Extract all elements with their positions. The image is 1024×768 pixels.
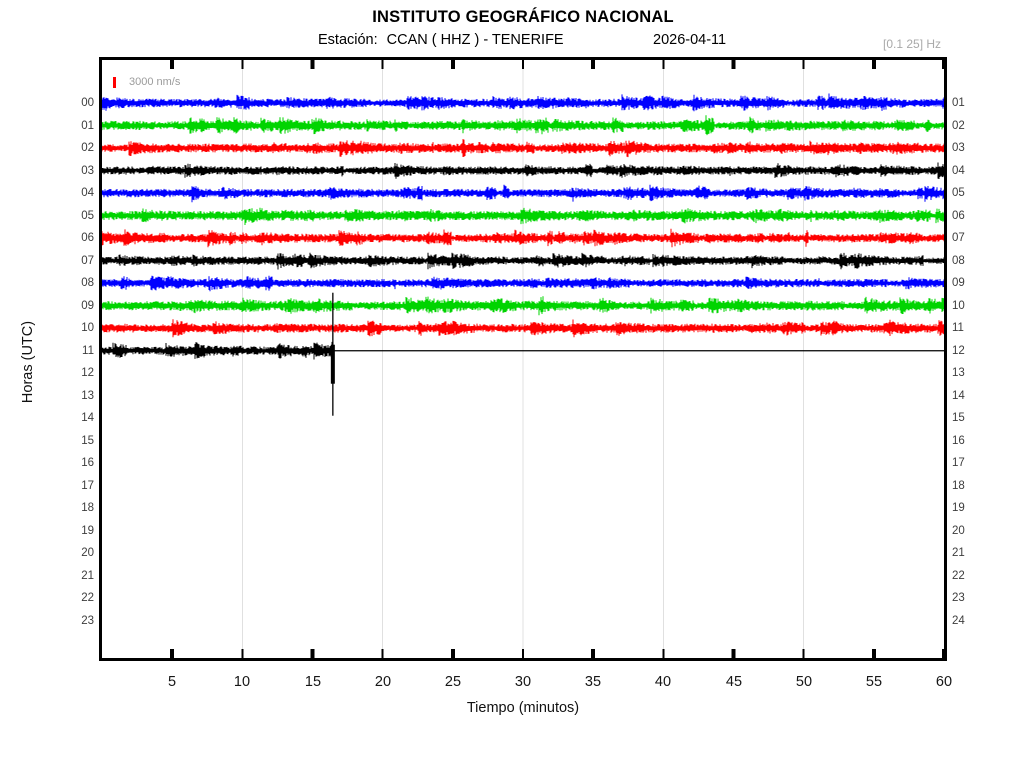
hour-label-left-04: 04 [81, 187, 94, 199]
amplitude-scale-legend: 3000 nm/s [113, 76, 180, 88]
axis-tick-minute-35 [591, 649, 596, 658]
axis-tick-minute-20 [381, 649, 384, 658]
x-tick-label-40: 40 [654, 674, 672, 690]
x-tick-label-45: 45 [725, 674, 743, 690]
x-tick-label-60: 60 [935, 674, 953, 690]
hour-label-right-08: 08 [952, 255, 965, 267]
hour-label-left-03: 03 [81, 165, 94, 177]
filter-band-label: [0.1 25] Hz [883, 37, 942, 51]
hour-label-left-11: 11 [82, 345, 94, 357]
estacion-label: Estación: [318, 32, 378, 48]
hour-label-right-24: 24 [952, 615, 965, 627]
hour-label-left-21: 21 [81, 570, 94, 582]
axis-tick-minute-40 [662, 649, 665, 658]
x-tick-label-15: 15 [304, 674, 322, 690]
hour-label-left-22: 22 [81, 592, 94, 604]
hour-label-right-05: 05 [952, 187, 965, 199]
trace-hour-05 [102, 207, 944, 225]
hour-label-left-09: 09 [81, 300, 94, 312]
axis-tick-minute-30 [522, 649, 524, 658]
hour-label-left-10: 10 [81, 322, 94, 334]
date-label: 2026-04-11 [653, 32, 727, 48]
hour-label-left-06: 06 [81, 232, 94, 244]
hour-label-left-16: 16 [81, 457, 94, 469]
station-subtitle: Estación: CCAN ( HHZ ) - TENERIFE [318, 32, 564, 48]
axis-tick-minute-15 [310, 649, 315, 658]
hour-label-right-19: 19 [952, 502, 965, 514]
axis-tick-minute-5 [170, 649, 175, 658]
axis-tick-minute-30 [522, 60, 524, 69]
y-axis-title: Horas (UTC) [20, 320, 36, 404]
hour-label-right-20: 20 [952, 525, 965, 537]
x-axis-title: Tiempo (minutos) [466, 700, 580, 716]
scale-bar-icon [113, 76, 116, 88]
hour-label-left-23: 23 [81, 615, 94, 627]
page-title: INSTITUTO GEOGRÁFICO NACIONAL [372, 8, 674, 26]
station-name: CCAN ( HHZ ) - TENERIFE [386, 32, 564, 48]
x-tick-label-25: 25 [444, 674, 462, 690]
axis-tick-minute-25 [450, 649, 455, 658]
hour-label-left-14: 14 [81, 412, 94, 424]
hour-label-right-12: 12 [952, 345, 965, 357]
axis-tick-minute-55 [871, 60, 876, 69]
hour-label-right-03: 03 [952, 142, 965, 154]
axis-tick-minute-15 [310, 60, 315, 69]
hour-label-left-15: 15 [81, 435, 94, 447]
hour-label-left-13: 13 [81, 390, 94, 402]
hour-label-right-13: 13 [952, 367, 965, 379]
seismogram-traces [102, 60, 944, 658]
axis-tick-minute-10 [241, 60, 244, 69]
hour-label-left-00: 00 [81, 97, 94, 109]
axis-tick-minute-5 [170, 60, 175, 69]
hour-label-right-01: 01 [952, 97, 965, 109]
axis-tick-minute-45 [731, 60, 736, 69]
hour-label-right-16: 16 [952, 435, 965, 447]
hour-label-left-19: 19 [81, 525, 94, 537]
x-tick-label-35: 35 [584, 674, 602, 690]
hour-label-right-21: 21 [952, 547, 965, 559]
hour-label-right-02: 02 [952, 120, 965, 132]
axis-tick-minute-45 [731, 649, 736, 658]
hour-label-right-09: 09 [952, 277, 965, 289]
axis-tick-minute-10 [241, 649, 244, 658]
hour-label-left-20: 20 [81, 547, 94, 559]
hour-label-right-10: 10 [952, 300, 965, 312]
hour-label-right-23: 23 [952, 592, 965, 604]
hour-label-left-18: 18 [81, 502, 94, 514]
hour-label-right-22: 22 [952, 570, 965, 582]
axis-tick-minute-25 [450, 60, 455, 69]
x-tick-label-30: 30 [514, 674, 532, 690]
hour-label-right-17: 17 [952, 457, 965, 469]
x-tick-label-10: 10 [233, 674, 251, 690]
hour-label-right-15: 15 [952, 412, 965, 424]
axis-tick-minute-55 [871, 649, 876, 658]
hour-label-left-07: 07 [81, 255, 94, 267]
axis-tick-minute-20 [381, 60, 384, 69]
axis-tick-minute-35 [591, 60, 596, 69]
x-tick-label-50: 50 [795, 674, 813, 690]
hour-label-right-18: 18 [952, 480, 965, 492]
hour-label-right-14: 14 [952, 390, 965, 402]
hour-label-right-07: 07 [952, 232, 965, 244]
hour-label-left-08: 08 [81, 277, 94, 289]
hour-label-left-02: 02 [81, 142, 94, 154]
hour-label-right-04: 04 [952, 165, 965, 177]
hour-label-right-11: 11 [952, 322, 964, 334]
plot-area: 3000 nm/s [99, 57, 947, 661]
hour-label-left-17: 17 [81, 480, 94, 492]
axis-tick-minute-40 [662, 60, 665, 69]
hour-label-right-06: 06 [952, 210, 965, 222]
axis-tick-minute-50 [802, 60, 805, 69]
x-tick-label-5: 5 [167, 674, 177, 690]
x-tick-label-20: 20 [374, 674, 392, 690]
hour-label-left-05: 05 [81, 210, 94, 222]
x-tick-label-55: 55 [865, 674, 883, 690]
hour-label-left-01: 01 [81, 120, 94, 132]
axis-tick-minute-50 [802, 649, 805, 658]
hour-label-left-12: 12 [81, 367, 94, 379]
axis-tick-minute-60 [942, 649, 944, 658]
axis-tick-minute-60 [942, 60, 944, 69]
scale-label: 3000 nm/s [129, 76, 181, 88]
